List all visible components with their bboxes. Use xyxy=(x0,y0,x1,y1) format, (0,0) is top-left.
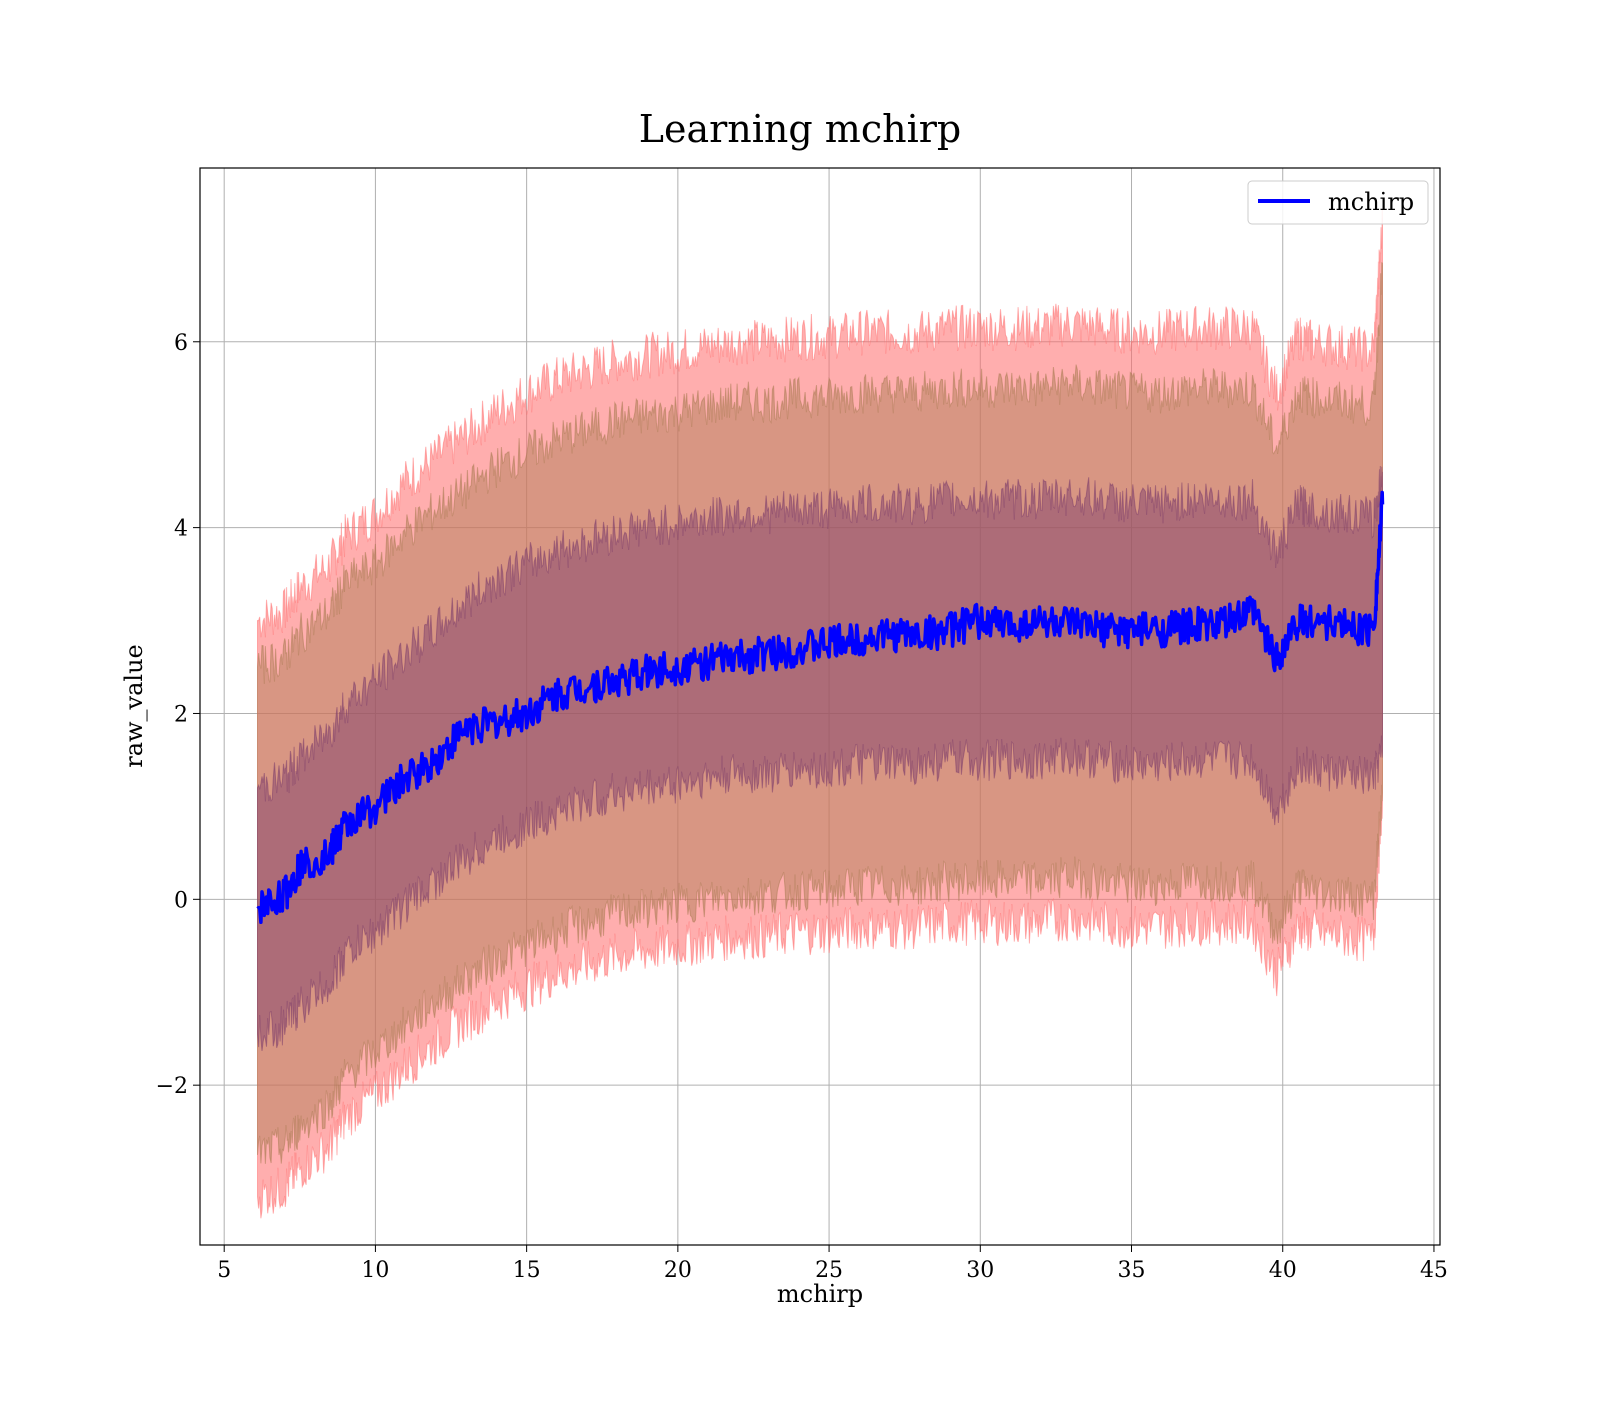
x-axis-ticks: 5 10 15 20 25 30 35 40 45 xyxy=(217,1245,1448,1283)
y-tick-label: 2 xyxy=(174,702,188,727)
x-tick-label: 20 xyxy=(664,1258,692,1283)
y-axis-ticks: −2 0 2 4 6 xyxy=(156,331,200,1099)
y-tick-label: 4 xyxy=(174,517,188,542)
series-lines xyxy=(256,490,1385,925)
legend-label-mchirp: mchirp xyxy=(1328,188,1414,216)
x-tick-label: 25 xyxy=(815,1258,843,1283)
y-tick-label: −2 xyxy=(156,1074,188,1099)
legend-box xyxy=(1247,180,1429,225)
chart-title: Learning mchirp xyxy=(639,107,961,151)
y-tick-label: 6 xyxy=(174,331,188,356)
x-tick-label: 15 xyxy=(513,1258,541,1283)
y-tick-label: 0 xyxy=(174,888,188,913)
plot-frame xyxy=(199,167,1441,1246)
x-tick-label: 5 xyxy=(217,1258,231,1283)
x-tick-label: 35 xyxy=(1118,1258,1146,1283)
y-axis-label: raw_value xyxy=(120,644,148,768)
x-tick-label: 40 xyxy=(1269,1258,1297,1283)
band-inner xyxy=(257,262,1383,1164)
confidence-bands xyxy=(257,208,1383,1219)
x-tick-label: 10 xyxy=(361,1258,389,1283)
x-tick-label: 30 xyxy=(966,1258,994,1283)
legend: mchirp xyxy=(1247,180,1429,225)
band-core xyxy=(257,465,1383,1052)
series-line-mchirp xyxy=(256,490,1385,925)
x-tick-label: 45 xyxy=(1420,1258,1448,1283)
x-axis-label: mchirp xyxy=(777,1280,863,1308)
